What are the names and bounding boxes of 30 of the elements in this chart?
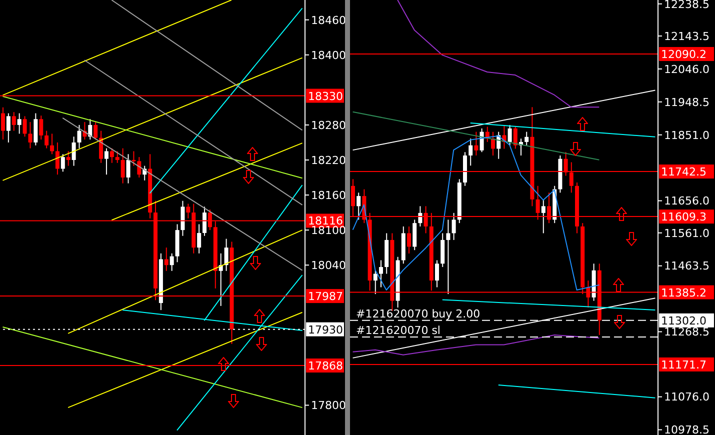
ref-line-label: 17930	[308, 323, 343, 336]
y-tick-label: 11656.0	[664, 194, 710, 208]
ref-line-label: 11742.5	[661, 166, 706, 179]
annotation: #121620070 sl	[356, 324, 440, 337]
ref-line-label: 17868	[308, 360, 343, 373]
y-tick-label: 18220	[311, 154, 346, 167]
y-tick-label: 11076.0	[664, 390, 710, 404]
ref-line-label: 11171.7	[661, 358, 706, 372]
y-tick-label: 17800	[311, 399, 346, 412]
y-tick-label: 11948.5	[664, 96, 710, 109]
y-tick-label: 11561.0	[664, 226, 710, 240]
ref-line-label: 11609.3	[661, 210, 706, 224]
y-tick-label: 18040	[311, 258, 346, 272]
y-tick-label: 18160	[311, 188, 346, 202]
y-tick-label: 18280	[311, 118, 346, 132]
y-tick-label: 12143.5	[664, 30, 710, 43]
y-tick-label: 10978.5	[664, 424, 710, 435]
y-tick-label: 12238.5	[664, 0, 710, 11]
y-tick-label: 11463.5	[664, 260, 710, 273]
ref-line-label: 11302.0	[661, 314, 706, 328]
ref-line-label: 18330	[308, 90, 343, 103]
y-tick-label: 11851.0	[664, 128, 710, 142]
y-tick-label: 18400	[311, 48, 346, 62]
y-tick-label: 12046.0	[664, 62, 710, 76]
ref-line-label: 17987	[308, 290, 343, 304]
y-tick-label: 11268.5	[664, 326, 710, 339]
ref-line-label: 11385.2	[661, 286, 706, 300]
y-tick-label: 18460	[311, 14, 346, 27]
ref-line-label: 12090.2	[661, 48, 706, 62]
annotation: #121620070 buy 2.00	[356, 307, 480, 320]
